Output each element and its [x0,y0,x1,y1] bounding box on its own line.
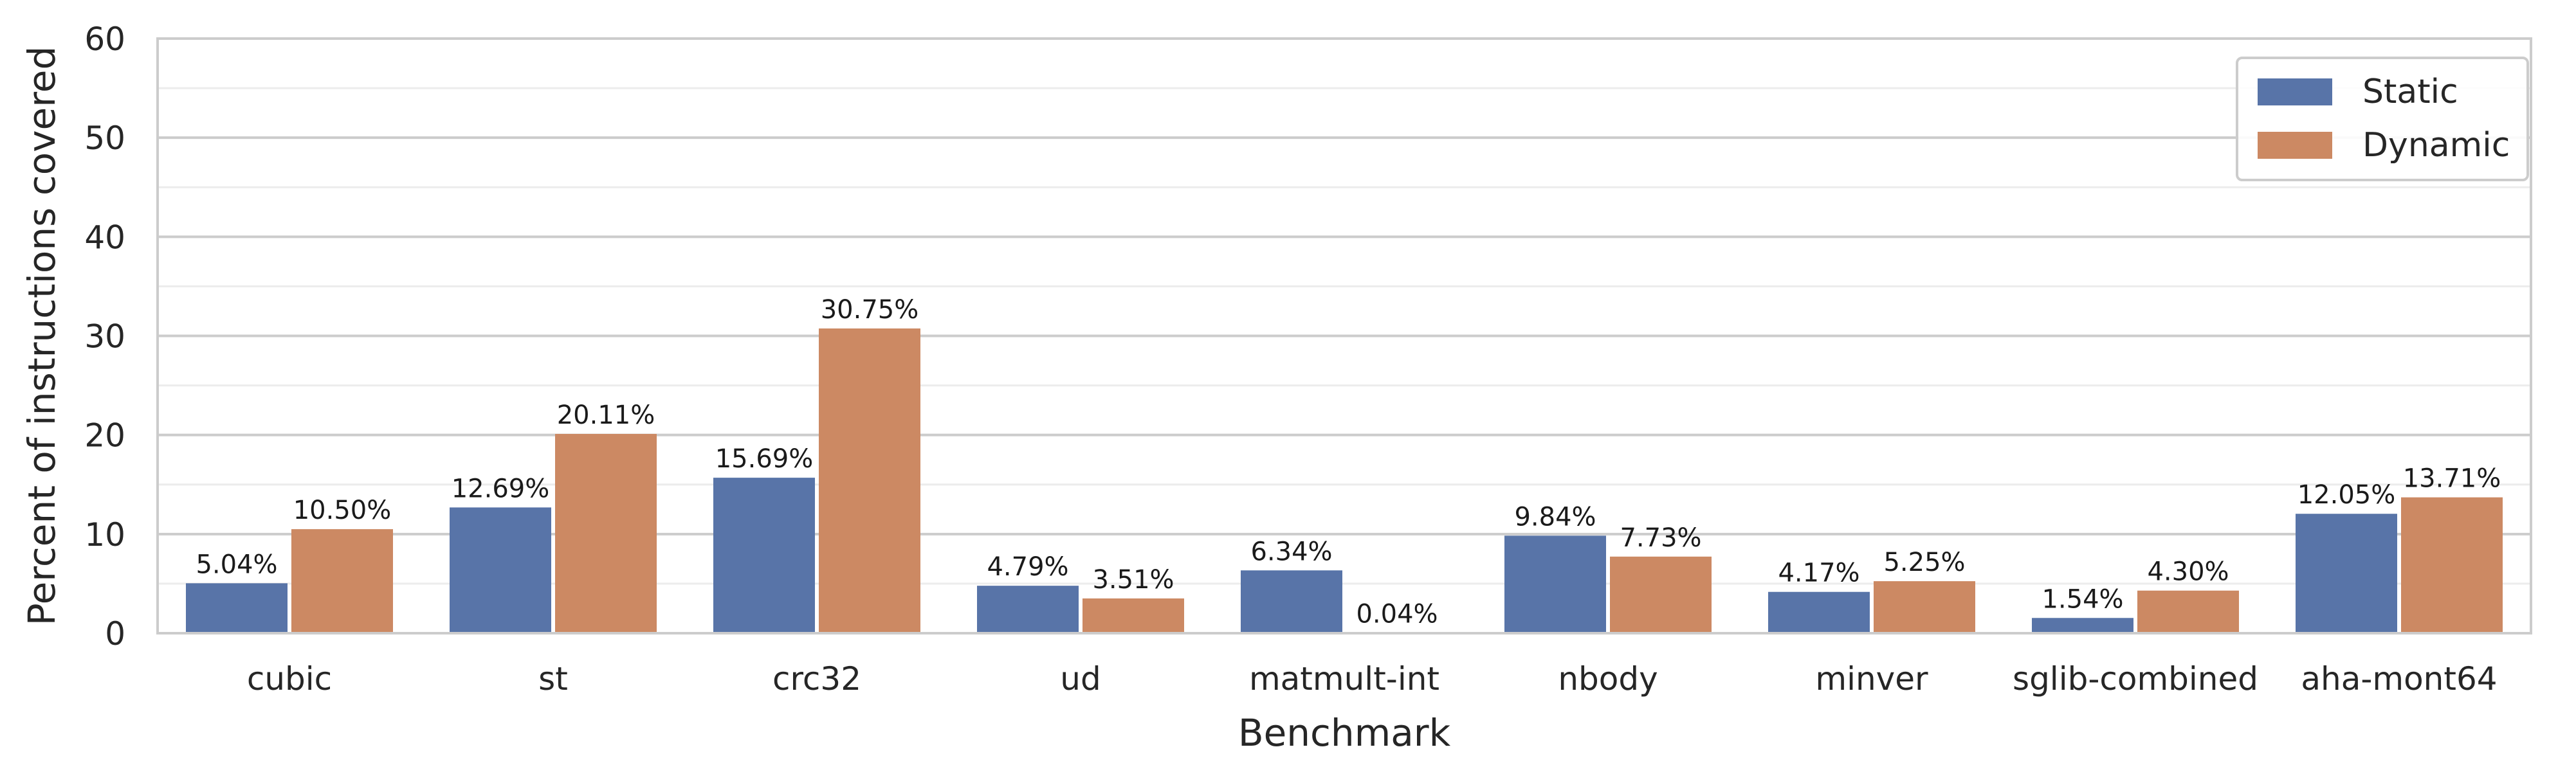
x-tick-label: matmult-int [1249,660,1439,698]
y-tick-label: 60 [84,21,125,58]
x-tick-label: sglib-combined [2013,660,2258,698]
data-label: 13.71% [2403,464,2501,494]
legend-label-static: Static [2362,73,2458,111]
plot-frame [156,37,2532,634]
bar-static-minver [1768,591,1870,633]
data-label: 0.04% [1356,599,1438,629]
bar-static-st [450,507,551,633]
data-label: 5.04% [196,550,277,579]
y-tick-label: 10 [84,516,125,554]
data-label: 20.11% [557,401,655,430]
y-tick-label: 30 [84,318,125,356]
x-tick-label: aha-mont64 [2301,660,2497,698]
data-label: 4.17% [1778,559,1859,588]
x-tick-label: minver [1815,660,1928,698]
y-tick-label: 0 [105,615,125,652]
bar-dynamic-crc32 [819,328,920,633]
bar-dynamic-cubic [291,529,393,633]
y-axis-label: Percent of instructions covered [20,46,64,626]
bar-static-sglib-combined [2032,618,2133,633]
legend: Static Dynamic [2236,57,2529,181]
bar-static-ud [977,586,1079,633]
data-label: 1.54% [2042,584,2123,614]
bar-dynamic-nbody [1610,556,1712,633]
data-label: 12.69% [452,474,550,503]
bar-dynamic-ud [1082,598,1184,633]
legend-label-dynamic: Dynamic [2362,126,2510,165]
bar-dynamic-aha-mont64 [2401,497,2503,633]
legend-swatch-static [2258,78,2332,105]
bar-dynamic-sglib-combined [2137,590,2239,633]
y-tick-labels: 0 10 20 30 40 50 60 [84,21,125,652]
bar-static-matmult-int [1241,570,1342,633]
y-tick-label: 40 [84,219,125,256]
data-label: 30.75% [821,295,919,325]
x-tick-label: ud [1060,660,1101,698]
data-label: 5.25% [1883,548,1965,577]
bar-dynamic-minver [1874,581,1975,633]
y-tick-label: 20 [84,417,125,455]
x-tick-label: cubic [247,660,332,698]
bars [186,328,2503,633]
data-label: 7.73% [1620,523,1701,553]
data-label: 3.51% [1092,565,1174,595]
bar-dynamic-st [555,433,657,633]
legend-swatch-dynamic [2258,132,2332,159]
data-label: 6.34% [1250,537,1332,566]
data-label: 4.79% [987,552,1068,582]
y-tick-label: 50 [84,120,125,157]
data-label: 9.84% [1514,502,1596,532]
x-tick-label: crc32 [772,660,861,698]
data-labels: 5.04% 10.50% 12.69% 20.11% 15.69% 30.75% 4.79%… [196,295,2501,629]
data-label: 4.30% [2147,557,2229,587]
x-axis-label: Benchmark [1238,711,1451,755]
data-label: 15.69% [715,444,814,474]
data-label: 10.50% [293,496,392,525]
x-tick-label: st [538,660,568,698]
bar-static-cubic [186,583,288,633]
bar-static-crc32 [713,478,815,633]
x-tick-label: nbody [1558,660,1658,698]
bar-static-nbody [1504,536,1606,633]
bar-static-aha-mont64 [2296,514,2397,633]
x-tick-labels: cubic st crc32 ud matmult-int nbody minver sgli… [247,660,2498,698]
data-label: 12.05% [2297,480,2396,510]
